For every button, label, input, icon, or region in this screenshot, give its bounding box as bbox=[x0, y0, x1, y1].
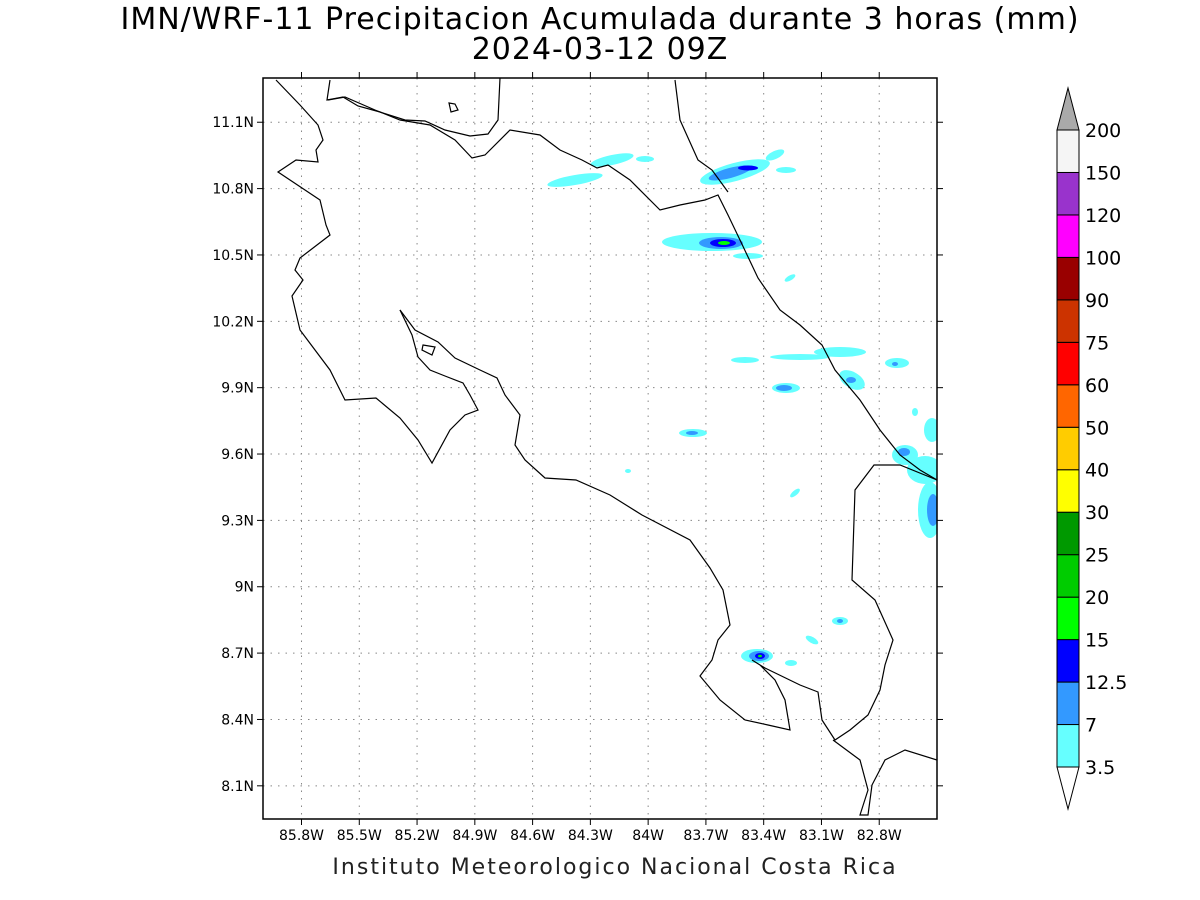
lat-tick-label: 9N bbox=[235, 580, 254, 596]
rain-cell bbox=[892, 362, 898, 366]
colorbar-swatch bbox=[1056, 171, 1080, 216]
colorbar-swatch bbox=[1056, 341, 1080, 386]
colorbar-label: 15 bbox=[1085, 630, 1109, 652]
colorbar-swatch bbox=[1056, 511, 1080, 556]
colorbar-swatch bbox=[1056, 214, 1080, 258]
rain-cell bbox=[785, 660, 797, 666]
colorbar-swatch bbox=[1056, 129, 1080, 173]
lon-tick-label: 83.4W bbox=[741, 828, 786, 844]
rain-cell bbox=[805, 635, 819, 645]
rain-cell bbox=[758, 654, 762, 658]
rain-cell bbox=[790, 488, 800, 498]
colorbar-label: 3.5 bbox=[1085, 757, 1115, 779]
rain-cell bbox=[912, 408, 918, 416]
lat-tick-label: 8.7N bbox=[221, 646, 254, 662]
coastline bbox=[421, 344, 436, 356]
lat-tick-label: 9.6N bbox=[221, 447, 254, 463]
colorbar-swatch bbox=[1056, 596, 1080, 641]
rain-cell bbox=[718, 241, 730, 245]
coastline bbox=[399, 309, 937, 741]
colorbar-swatch bbox=[1056, 724, 1080, 768]
colorbar-label: 12.5 bbox=[1085, 672, 1127, 694]
coastline bbox=[832, 739, 937, 816]
colorbar-label: 7 bbox=[1085, 715, 1097, 737]
colorbar-label: 100 bbox=[1085, 247, 1121, 269]
rain-cell bbox=[686, 431, 698, 435]
colorbar-swatch bbox=[1056, 384, 1080, 428]
colorbar-label: 150 bbox=[1085, 162, 1121, 184]
colorbar-swatch bbox=[1056, 469, 1080, 513]
coastlines bbox=[275, 78, 937, 816]
rain-cell bbox=[846, 377, 856, 383]
rain-cell bbox=[770, 354, 830, 360]
lat-tick-label: 10.2N bbox=[212, 314, 254, 330]
map-border bbox=[262, 77, 938, 820]
colorbar-low-arrow bbox=[1056, 766, 1080, 811]
lon-tick-label: 85.5W bbox=[337, 828, 382, 844]
colorbar-label: 75 bbox=[1085, 332, 1109, 354]
colorbar-label: 20 bbox=[1085, 587, 1109, 609]
colorbar-label: 200 bbox=[1085, 120, 1121, 142]
map-datetime: 2024-03-12 09Z bbox=[471, 32, 729, 67]
colorbar-label: 30 bbox=[1085, 502, 1109, 524]
rain-cell bbox=[738, 165, 758, 171]
coastline bbox=[327, 96, 937, 481]
rain-cell bbox=[776, 385, 792, 391]
colorbar-label: 60 bbox=[1085, 375, 1109, 397]
rain-cell bbox=[776, 167, 796, 173]
colorbar-label: 40 bbox=[1085, 460, 1109, 482]
lon-tick-label: 83.1W bbox=[799, 828, 844, 844]
lon-tick-label: 82.8W bbox=[857, 828, 902, 844]
map-axes: 11.1N 10.8N 10.5N 10.2N 9.9N 9.6N 9.3N 9N 8.7N 8.… bbox=[212, 72, 943, 844]
map-title: IMN/WRF-11 Precipitacion Acumulada duran… bbox=[120, 2, 1080, 37]
colorbar-label: 120 bbox=[1085, 205, 1121, 227]
rain-cell bbox=[927, 494, 937, 526]
rain-cell bbox=[636, 156, 654, 162]
lon-tick-label: 85.8W bbox=[279, 828, 324, 844]
rain-cell bbox=[924, 418, 937, 442]
rain-cell bbox=[590, 153, 634, 167]
lat-tick-label: 10.8N bbox=[212, 182, 254, 198]
rain-cell bbox=[625, 469, 631, 473]
coastline bbox=[674, 79, 729, 193]
lat-tick-label: 8.1N bbox=[221, 779, 254, 795]
colorbar-swatch bbox=[1056, 554, 1080, 598]
lon-tick-label: 85.2W bbox=[395, 828, 440, 844]
footer-credit: Instituto Meteorologico Nacional Costa R… bbox=[332, 855, 898, 880]
lat-tick-label: 8.4N bbox=[221, 712, 254, 728]
colorbar-swatch bbox=[1056, 639, 1080, 683]
rain-cell bbox=[731, 357, 759, 363]
colorbar-swatch bbox=[1056, 426, 1080, 471]
lon-tick-label: 84.3W bbox=[568, 828, 613, 844]
colorbar-swatch bbox=[1056, 299, 1080, 343]
lon-tick-label: 83.7W bbox=[683, 828, 728, 844]
colorbar-label: 25 bbox=[1085, 545, 1109, 567]
map-frame bbox=[263, 78, 937, 819]
colorbar-high-arrow bbox=[1056, 86, 1080, 131]
rain-cell bbox=[814, 347, 866, 357]
lon-tick-label: 84.9W bbox=[452, 828, 497, 844]
precipitation-field bbox=[547, 149, 937, 666]
coastline bbox=[448, 102, 459, 113]
lon-tick-label: 84W bbox=[632, 828, 664, 844]
rain-cell bbox=[547, 173, 603, 187]
colorbar-label: 50 bbox=[1085, 417, 1109, 439]
rain-cell bbox=[837, 619, 843, 623]
lon-tick-label: 84.6W bbox=[510, 828, 555, 844]
rain-cell bbox=[765, 149, 785, 161]
colorbar-label: 90 bbox=[1085, 290, 1109, 312]
lat-tick-label: 10.5N bbox=[212, 248, 254, 264]
lat-tick-label: 11.1N bbox=[212, 115, 254, 131]
colorbar: 3.5 7 12.5 15 20 25 30 40 50 60 75 90 100 120 150 200 bbox=[1056, 86, 1127, 811]
lat-tick-label: 9.3N bbox=[221, 513, 254, 529]
coastline bbox=[275, 79, 479, 465]
lat-tick-label: 9.9N bbox=[221, 381, 254, 397]
colorbar-swatch bbox=[1056, 256, 1080, 301]
colorbar-swatch bbox=[1056, 681, 1080, 726]
rain-cell bbox=[784, 274, 796, 282]
rain-cell bbox=[898, 448, 910, 456]
